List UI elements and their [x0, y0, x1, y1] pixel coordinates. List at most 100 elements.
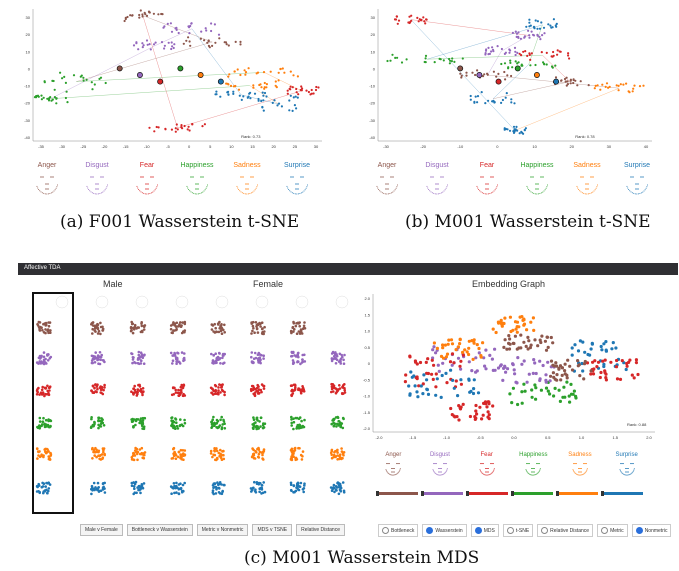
cluster-point: [140, 359, 143, 362]
data-point: [559, 50, 562, 53]
data-point: [277, 71, 280, 74]
data-point: [543, 63, 546, 66]
cluster-point: [176, 455, 180, 459]
cluster-point: [293, 354, 296, 357]
cluster-point: [211, 324, 215, 327]
embedding-point: [571, 392, 575, 396]
embedding-point: [604, 376, 608, 380]
emotion-slider[interactable]: [466, 492, 508, 495]
cluster-point: [96, 323, 100, 326]
data-point: [599, 88, 602, 91]
emotion-slider[interactable]: [376, 492, 418, 495]
cluster-point: [35, 361, 39, 364]
radio-icon[interactable]: [601, 527, 609, 534]
radio-icon[interactable]: [541, 527, 549, 534]
data-point: [514, 60, 517, 63]
slider-handle[interactable]: [421, 491, 424, 496]
radio-option[interactable]: MDS: [470, 524, 499, 537]
data-point: [516, 51, 519, 55]
radio-icon[interactable]: [635, 527, 643, 534]
radio-icon[interactable]: [506, 527, 514, 534]
cluster-point: [303, 321, 306, 324]
data-point: [204, 27, 207, 30]
slider-handle[interactable]: [556, 491, 559, 496]
data-point: [141, 42, 144, 45]
compare-button[interactable]: Male v Female: [80, 524, 123, 536]
data-point: [260, 99, 263, 103]
radio-option[interactable]: Nonmetric: [631, 524, 672, 537]
cluster-point: [259, 486, 263, 490]
radio-option[interactable]: Relative Distance: [537, 524, 594, 537]
embedding-point: [519, 346, 523, 350]
cluster-point: [211, 455, 214, 459]
embedding-point: [539, 388, 543, 392]
cluster-point: [259, 425, 262, 428]
radio-icon[interactable]: [426, 527, 434, 534]
data-point: [61, 77, 64, 80]
cluster-point: [214, 326, 217, 330]
data-point: [234, 40, 237, 44]
compare-button[interactable]: MDS v TSNE: [252, 524, 293, 536]
data-point: [274, 80, 277, 83]
cluster-point: [222, 453, 225, 457]
data-point: [79, 75, 82, 78]
cluster-point: [290, 421, 294, 425]
cluster-point: [43, 394, 46, 398]
emotion-slider[interactable]: [421, 492, 463, 495]
emotion-slider[interactable]: [511, 492, 553, 495]
radio-icon[interactable]: [474, 527, 482, 534]
slider-handle[interactable]: [601, 491, 604, 496]
y-tick: 1.5: [364, 312, 370, 317]
emotion-sliders[interactable]: 000000: [376, 490, 644, 496]
slider-handle[interactable]: [376, 491, 379, 496]
data-point: [513, 128, 516, 131]
data-point: [207, 44, 210, 48]
embedding-point: [560, 373, 564, 377]
embedding-point: [434, 351, 438, 355]
trajectory-line: [76, 41, 213, 82]
data-point: [288, 109, 291, 112]
cluster-point: [251, 454, 254, 458]
x-tick: -35: [38, 144, 45, 149]
cluster-point: [131, 331, 135, 335]
compare-button[interactable]: Bottleneck v Wasserstein: [126, 524, 193, 536]
embedding-point: [570, 346, 574, 350]
radio-option[interactable]: Metric: [597, 524, 628, 537]
cluster-point: [211, 489, 215, 492]
data-point: [542, 26, 546, 29]
radio-option[interactable]: Wasserstein: [422, 524, 467, 537]
cluster-point: [295, 486, 298, 489]
data-point: [277, 102, 281, 105]
cluster-point: [103, 491, 107, 494]
data-point: [46, 97, 49, 100]
embedding-point: [478, 405, 482, 409]
cluster-point: [334, 387, 337, 390]
data-point: [552, 18, 555, 21]
cluster-point: [289, 329, 293, 333]
emotion-slider[interactable]: [556, 492, 598, 495]
cluster-grid[interactable]: [30, 288, 350, 518]
compare-button[interactable]: Relative Distance: [296, 524, 345, 536]
data-point: [213, 23, 216, 26]
cluster-point: [42, 355, 46, 359]
slider-handle[interactable]: [466, 491, 469, 496]
emotion-slider[interactable]: [601, 492, 643, 495]
radio-icon[interactable]: [382, 527, 389, 534]
subject-face-icon: [175, 295, 189, 309]
cluster-point: [138, 448, 142, 451]
cluster-point: [338, 352, 342, 356]
cluster-point: [45, 450, 49, 454]
data-point: [490, 50, 493, 53]
face-landmark-icon: [479, 463, 495, 476]
selected-subject-column[interactable]: [32, 292, 74, 514]
face-disgust: Disgust: [72, 162, 122, 204]
compare-button[interactable]: Metric v Nonmetric: [196, 524, 249, 536]
data-point: [155, 125, 158, 129]
embedding-point: [604, 372, 608, 376]
embedding-graph[interactable]: 2.01.51.00.50-0.5-1.0-1.5-2.0-2.0 -1.5 -1.…: [355, 288, 679, 448]
radio-option[interactable]: Bottleneck: [378, 524, 419, 537]
radio-option[interactable]: t-SNE: [502, 524, 534, 537]
cluster-point: [177, 388, 180, 392]
face-sadness: Sadness: [562, 162, 612, 204]
slider-handle[interactable]: [511, 491, 514, 496]
